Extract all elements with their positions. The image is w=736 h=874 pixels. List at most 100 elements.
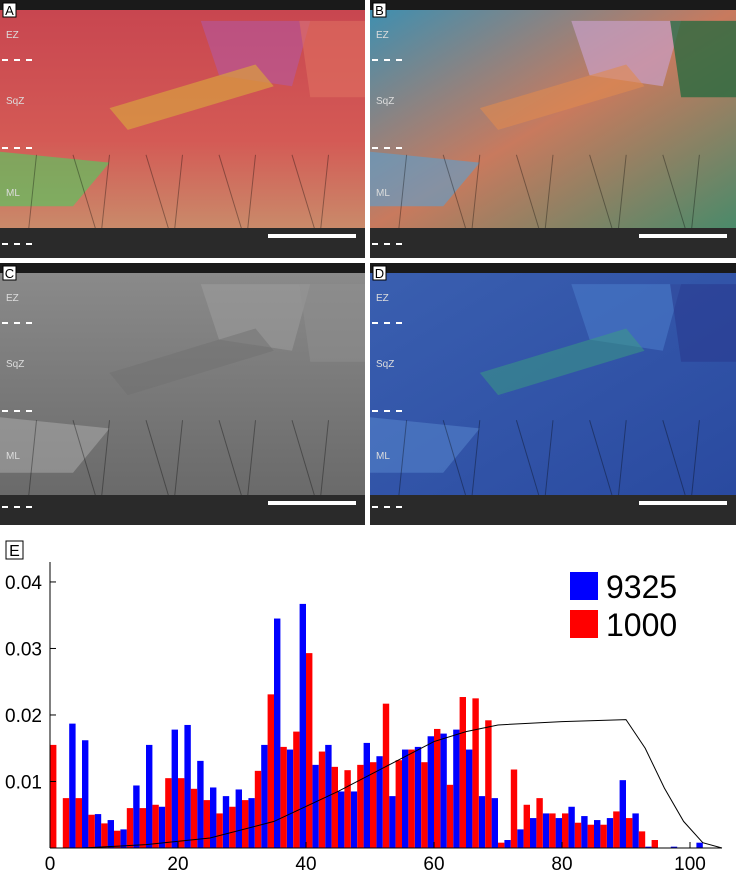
bar — [619, 780, 626, 848]
grain-boundary — [544, 154, 554, 229]
bar — [235, 789, 242, 848]
panel: A EZ SqZ ML — [0, 0, 365, 258]
legend-swatch — [570, 572, 598, 600]
bar — [197, 760, 204, 848]
bar — [357, 764, 364, 848]
grain-boundary — [691, 154, 700, 229]
bar — [523, 804, 530, 848]
zone-label: SqZ — [6, 359, 24, 370]
bar — [274, 618, 281, 848]
grain-boundary — [618, 154, 627, 229]
x-tick-label: 40 — [295, 854, 316, 874]
x-tick-label: 80 — [551, 854, 572, 874]
bar — [549, 813, 556, 848]
bar — [613, 811, 620, 848]
bar — [101, 823, 108, 848]
grain-region — [479, 328, 645, 396]
bar — [306, 653, 313, 848]
x-tick-label: 0 — [45, 854, 56, 874]
grain-region — [200, 284, 311, 351]
grain-region — [670, 284, 736, 362]
bar — [651, 840, 658, 848]
grain-boundary — [291, 154, 315, 229]
grain-boundary — [471, 154, 481, 229]
bar — [210, 787, 217, 848]
grain-region — [479, 64, 645, 130]
zone-label: EZ — [376, 30, 389, 41]
grain-boundary — [218, 154, 242, 229]
grain-region — [571, 284, 682, 351]
zone-label: ML — [6, 451, 20, 462]
grain-boundary — [515, 154, 540, 229]
grain-boundary — [471, 420, 481, 496]
bar — [82, 740, 89, 848]
grain-boundary — [589, 154, 613, 229]
bar — [568, 806, 575, 848]
grain-boundary — [398, 154, 408, 229]
bar — [485, 720, 492, 848]
bar — [600, 824, 607, 848]
bar — [574, 822, 582, 848]
grain-boundary — [72, 420, 96, 496]
bar — [498, 842, 505, 848]
bar — [216, 813, 223, 848]
y-tick-label: 0.01 — [5, 772, 42, 793]
bar — [581, 816, 588, 848]
bar — [318, 751, 326, 848]
grain-boundary — [291, 420, 315, 496]
grain-boundary — [72, 154, 96, 229]
bar — [190, 788, 198, 848]
grain-boundary — [145, 154, 169, 229]
zone-label: EZ — [376, 293, 389, 304]
y-tick-label: 0.03 — [5, 639, 42, 660]
bar — [146, 744, 153, 848]
bar — [62, 798, 70, 848]
grain-region — [0, 151, 110, 207]
bar — [376, 756, 383, 848]
y-tick-label: 0.02 — [5, 706, 42, 727]
bar — [88, 814, 95, 848]
bar — [670, 846, 678, 848]
zone-label: ML — [6, 188, 20, 199]
bar — [632, 813, 639, 848]
panel: D EZ SqZ ML — [370, 263, 736, 525]
scale-bar — [639, 234, 727, 238]
grain-boundary — [28, 154, 37, 229]
bar — [107, 820, 114, 848]
bar — [152, 804, 159, 848]
curve — [81, 719, 723, 849]
panel-bottom-debris — [0, 495, 365, 525]
grain-region — [370, 151, 480, 207]
grain-boundary — [442, 154, 466, 229]
panel-label-box — [2, 2, 17, 18]
bar — [414, 746, 422, 848]
grain-boundary — [662, 420, 686, 496]
bar — [222, 796, 230, 848]
y-tick-label: 0.04 — [5, 573, 42, 594]
bar — [312, 764, 319, 848]
grain-region — [571, 20, 682, 87]
legend-swatch — [570, 610, 598, 638]
chart-label: E — [9, 543, 20, 560]
zone-label: ML — [376, 451, 390, 462]
scale-bar — [639, 501, 727, 505]
bar — [261, 744, 268, 848]
bar — [229, 806, 236, 848]
scale-bar — [268, 234, 356, 238]
grain-boundary — [218, 420, 242, 496]
bar — [395, 760, 402, 848]
panel-label-box — [2, 265, 17, 281]
grain-boundary — [515, 420, 540, 496]
zone-label: SqZ — [376, 359, 394, 370]
grain-region — [299, 20, 365, 98]
bar — [645, 846, 652, 848]
panel: B EZ SqZ ML — [370, 0, 736, 258]
grain-boundary — [442, 420, 466, 496]
grain-boundary — [101, 154, 110, 229]
panel: C EZ SqZ ML — [0, 263, 365, 525]
bar — [408, 749, 415, 848]
bar — [466, 749, 473, 848]
bar — [350, 791, 358, 848]
bar — [280, 746, 287, 848]
